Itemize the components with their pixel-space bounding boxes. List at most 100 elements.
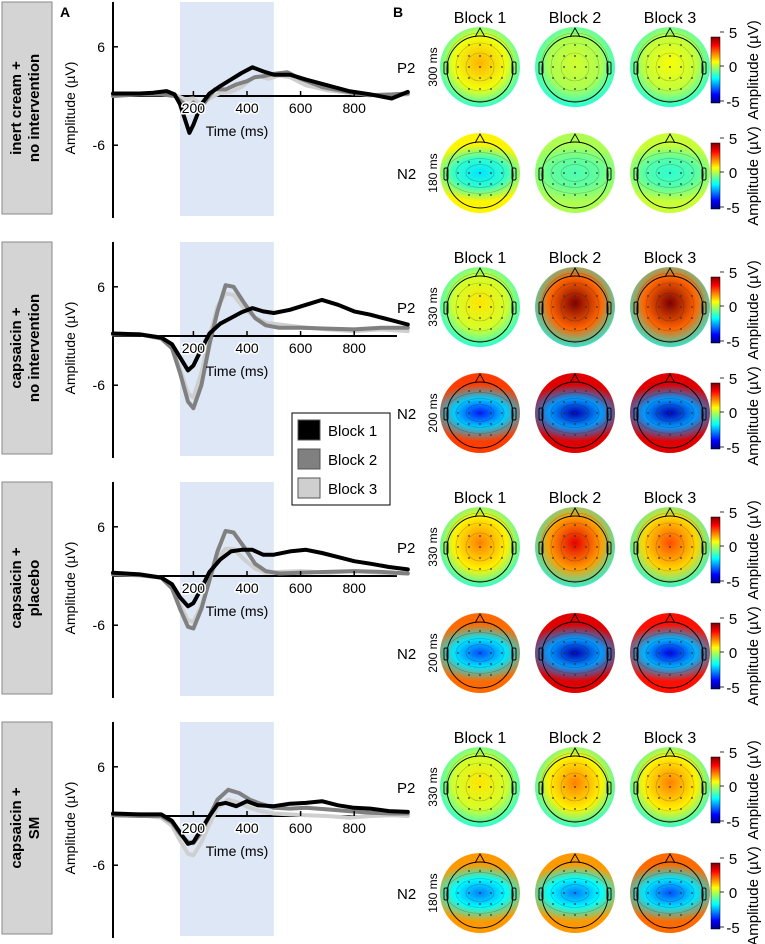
- electrode-dot: [669, 423, 671, 425]
- electrode-dot: [457, 401, 459, 403]
- contour-line: [645, 398, 695, 428]
- scalp-map: [535, 373, 615, 453]
- electrode-dot: [680, 295, 682, 297]
- electrode-dot: [501, 557, 503, 559]
- electrode-dot: [490, 786, 492, 788]
- electrode-dot: [585, 423, 587, 425]
- electrode-dot: [468, 641, 470, 643]
- topomap-row-1: P2 300 ms 5 0 -5 Amplitude (µV): [397, 20, 762, 120]
- contour-line: [540, 872, 610, 914]
- electrode-dot: [574, 674, 576, 676]
- electrode-dot: [490, 88, 492, 90]
- electrode-dot: [563, 870, 565, 872]
- y-axis-label: Amplitude (µV): [62, 542, 78, 635]
- electrode-dot: [574, 663, 576, 665]
- electrode-dot: [585, 161, 587, 163]
- electrode-dot: [658, 641, 660, 643]
- colorbar: 5 0 -5 Amplitude (µV): [710, 260, 762, 360]
- electrode-dot: [647, 317, 649, 319]
- colorbar-scale: [710, 756, 721, 824]
- condition-label-line: SM: [26, 817, 43, 840]
- legend-label: Block 2: [328, 452, 377, 469]
- y-axis-label: Amplitude (µV): [62, 302, 78, 395]
- electrode-dot: [680, 663, 682, 665]
- electrode-dot: [574, 423, 576, 425]
- contour-line: [550, 282, 600, 332]
- electrode-dot: [574, 412, 576, 414]
- contour-line: [540, 32, 610, 102]
- electrode-dot: [680, 172, 682, 174]
- electrode-dot: [490, 317, 492, 319]
- electrode-dot: [479, 892, 481, 894]
- electrode-dot: [647, 535, 649, 537]
- electrode-dot: [691, 66, 693, 68]
- electrode-dot: [596, 797, 598, 799]
- nose-outline: [474, 747, 486, 758]
- scalp-map: [440, 133, 520, 213]
- ear-outline: [443, 301, 449, 315]
- electrode-dot: [563, 390, 565, 392]
- electrode-dot: [669, 870, 671, 872]
- electrode-dot: [563, 317, 565, 319]
- electrode-dot: [669, 903, 671, 905]
- electrode-dot: [658, 194, 660, 196]
- electrode-dot: [468, 306, 470, 308]
- electrode-dot: [563, 194, 565, 196]
- electrode-dot: [680, 434, 682, 436]
- electrode-dot: [596, 412, 598, 414]
- topomap-row-6: N2 200 ms 5 0 -5 Amplitude (µV): [397, 606, 762, 706]
- scalp-map: [440, 507, 520, 587]
- electrode-dot: [563, 663, 565, 665]
- contour-line: [560, 404, 590, 422]
- electrode-dot: [680, 557, 682, 559]
- condition-label-line: no intervention: [26, 294, 43, 402]
- scalp-map: [630, 133, 710, 213]
- electrode-dot: [691, 55, 693, 57]
- electrode-dot: [457, 786, 459, 788]
- electrode-dot: [468, 434, 470, 436]
- electrode-dot: [585, 663, 587, 665]
- electrode-dot: [596, 306, 598, 308]
- electrode-dot: [479, 546, 481, 548]
- colorbar-tick-label: 0: [729, 779, 737, 796]
- electrode-dot: [669, 77, 671, 79]
- electrode-dot: [574, 161, 576, 163]
- ear-outline: [511, 407, 517, 421]
- electrode-dot: [585, 295, 587, 297]
- electrode-dot: [680, 797, 682, 799]
- electrode-dot: [574, 786, 576, 788]
- nose-outline: [664, 27, 676, 38]
- electrode-dot: [563, 892, 565, 894]
- nose-outline: [569, 507, 581, 518]
- electrode-dot: [691, 317, 693, 319]
- electrode-dot: [501, 881, 503, 883]
- electrode-dot: [468, 568, 470, 570]
- ear-outline: [443, 887, 449, 901]
- electrode-dot: [479, 401, 481, 403]
- component-label: P2: [397, 780, 415, 797]
- electrode-dot: [596, 903, 598, 905]
- electrode-dot: [647, 641, 649, 643]
- electrode-dot: [501, 786, 503, 788]
- y-tick-label: 6: [97, 519, 105, 535]
- electrode-dot: [468, 663, 470, 665]
- electrode-dot: [490, 295, 492, 297]
- electrode-dot: [552, 786, 554, 788]
- electrode-dot: [574, 568, 576, 570]
- electrode-dot: [596, 652, 598, 654]
- contour-line: [455, 158, 505, 188]
- electrode-dot: [479, 295, 481, 297]
- electrode-dot: [501, 412, 503, 414]
- electrode-dot: [691, 652, 693, 654]
- electrode-dot: [574, 183, 576, 185]
- ear-outline: [511, 781, 517, 795]
- electrode-dot: [479, 568, 481, 570]
- electrode-dot: [501, 55, 503, 57]
- nose-outline: [474, 133, 486, 144]
- electrode-dot: [669, 914, 671, 916]
- scalp-map: [630, 853, 710, 933]
- electrode-dot: [490, 172, 492, 174]
- topomap-row-8: N2 180 ms 5 0 -5 Amplitude (µV): [397, 846, 762, 944]
- electrode-dot: [691, 412, 693, 414]
- electrode-dot: [490, 306, 492, 308]
